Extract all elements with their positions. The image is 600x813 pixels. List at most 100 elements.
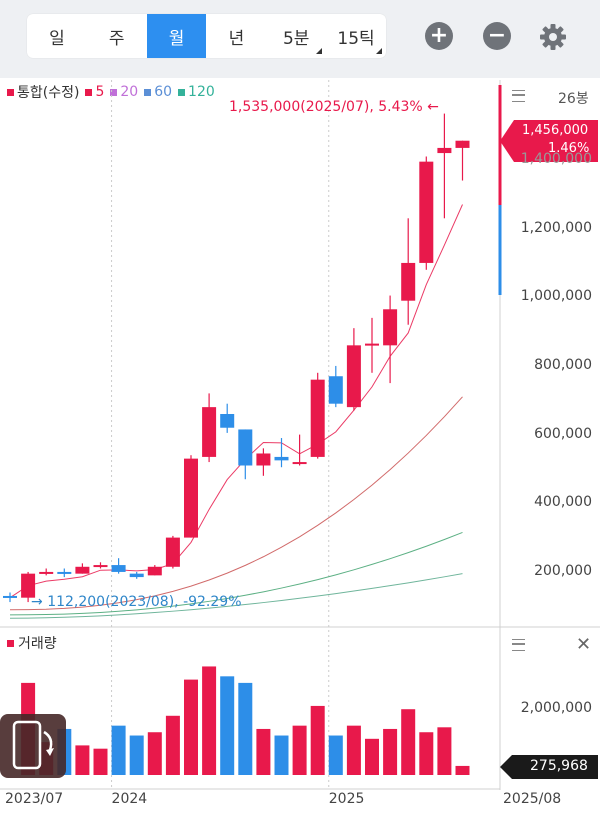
candle-body	[401, 262, 416, 301]
candle-body	[292, 462, 307, 465]
chart-legend: 통합(수정) 5 20 60 120	[7, 82, 215, 102]
volume-menu-icon[interactable]	[512, 639, 525, 651]
candle-body	[220, 414, 235, 428]
candle-body	[3, 595, 17, 598]
y-tick-label: 800,000	[534, 356, 592, 373]
ma20-line	[9, 396, 463, 611]
volume-bar	[111, 725, 126, 775]
period-tab-0[interactable]: 일	[27, 14, 87, 58]
candle-body	[202, 407, 217, 457]
candle-body	[328, 376, 343, 404]
y-tick-label: 200,000	[534, 562, 592, 579]
candle-body	[419, 161, 434, 263]
volume-bar	[346, 725, 361, 775]
legend-ma20: 20	[110, 84, 138, 100]
current-volume-tag: 275,968	[500, 755, 598, 779]
ma5-line	[9, 204, 463, 599]
volume-bar	[129, 735, 144, 775]
volume-bar	[401, 709, 416, 775]
minus-icon: −	[487, 23, 507, 48]
zoom-out-button[interactable]: −	[483, 22, 511, 50]
legend-ma60: 60	[144, 84, 172, 100]
candle-body	[437, 147, 452, 154]
volume-bar	[220, 676, 235, 775]
zoom-in-button[interactable]: +	[425, 22, 453, 50]
candle-body	[238, 429, 253, 466]
candle-body	[39, 571, 54, 574]
dropdown-corner-icon	[316, 48, 323, 54]
volume-bar	[455, 765, 470, 775]
volume-bar	[93, 748, 108, 775]
rotate-icon	[12, 720, 54, 770]
period-selector: 일 주 월 년 5분 15틱	[27, 14, 386, 58]
volume-bar	[184, 679, 198, 775]
period-tab-label: 주	[108, 28, 125, 49]
current-price-change: 1.46%	[548, 141, 590, 156]
chart-menu-icon[interactable]	[512, 90, 525, 102]
volume-bar	[202, 666, 217, 775]
period-tab-label: 5분	[282, 28, 310, 49]
period-tab-label: 15틱	[337, 28, 375, 49]
candle-body	[93, 565, 108, 568]
volume-bar	[328, 735, 343, 775]
candle-count: 26봉	[558, 91, 589, 107]
legend-ma120-label: 120	[188, 84, 215, 100]
candle-body	[365, 343, 379, 346]
volume-title-label: 거래량	[18, 636, 57, 652]
arrow-left-icon: ←	[427, 99, 439, 115]
x-tick-label: 2024	[111, 791, 148, 807]
high-annotation-text: 1,535,000(2025/07), 5.43%	[229, 99, 423, 115]
y-tick-label: 600,000	[534, 425, 592, 442]
y-tick-label: 400,000	[534, 494, 592, 511]
volume-title: 거래량	[7, 633, 57, 653]
volume-bar	[256, 728, 271, 775]
volume-bar	[419, 732, 434, 775]
period-tab-label: 년	[228, 28, 245, 49]
close-icon[interactable]: ✕	[576, 634, 592, 655]
period-tab-5[interactable]: 15틱	[326, 14, 386, 58]
candle-body	[310, 379, 325, 457]
candle-body	[111, 565, 126, 572]
volume-bar	[274, 735, 289, 775]
candle-body	[455, 140, 470, 148]
y-tick-label: 1,400,000	[520, 150, 592, 167]
candle-body	[129, 573, 144, 578]
plus-icon: +	[429, 23, 449, 48]
candle-body	[75, 566, 90, 574]
x-tick-label: 2025	[328, 791, 365, 807]
candle-body	[57, 571, 72, 574]
period-tab-label: 일	[49, 28, 65, 49]
legend-ma20-label: 20	[120, 84, 139, 100]
candle-body	[383, 309, 398, 346]
y-tick-label: 1,000,000	[520, 288, 592, 305]
volume-tick-label: 2,000,000	[520, 700, 592, 717]
period-tab-4[interactable]: 5분	[266, 14, 326, 58]
period-tab-label: 월	[168, 28, 185, 49]
legend-main-label: 통합(수정)	[17, 85, 80, 101]
x-tick-label: 2025/08	[503, 791, 562, 807]
x-tick-label: 2023/07	[5, 791, 64, 807]
legend-ma60-label: 60	[154, 84, 173, 100]
current-price-tag: 1,456,000 1.46%	[500, 120, 598, 162]
period-tab-1[interactable]: 주	[87, 14, 147, 58]
volume-bar	[147, 732, 162, 775]
high-annotation: 1,535,000(2025/07), 5.43% ←	[229, 99, 439, 115]
legend-main: 통합(수정)	[7, 82, 79, 102]
low-annotation: → 112,200(2023/08), -92.29%	[31, 594, 242, 610]
volume-bar	[365, 738, 379, 775]
volume-bar	[75, 745, 90, 775]
volume-bar	[165, 715, 180, 775]
gear-icon[interactable]	[537, 21, 569, 53]
candle-body	[184, 458, 198, 538]
period-tab-3[interactable]: 년	[206, 14, 266, 58]
arrow-right-icon: →	[31, 594, 43, 610]
candle-body	[346, 345, 361, 408]
dropdown-corner-icon	[375, 48, 382, 54]
y-tick-label: 1,200,000	[520, 219, 592, 236]
period-tab-2[interactable]: 월	[146, 14, 207, 58]
rotate-screen-button[interactable]	[0, 714, 66, 778]
legend-ma120: 120	[178, 84, 215, 100]
legend-ma5-label: 5	[95, 84, 105, 100]
volume-bar	[310, 705, 325, 775]
volume-bar	[383, 728, 398, 775]
